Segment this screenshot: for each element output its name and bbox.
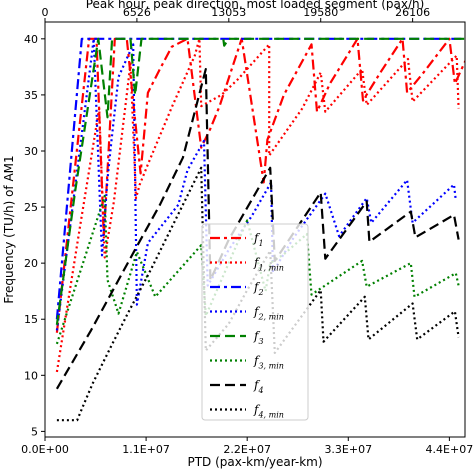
legend-label: f2, min [253,305,284,322]
y-tick-label: 5 [31,425,38,438]
series-line-5 [55,37,465,325]
legend-label: f3, min [253,354,284,371]
plot-frame [44,21,466,438]
top-axis-title: Peak hour, peak direction, most loaded s… [86,0,425,11]
legend: f1 f1, min f2 f2, min f3 f3, min f4 f4, min [201,223,309,421]
x-tick-label: 4.4E+07 [426,443,474,456]
legend-box [201,223,309,421]
y-axis-title: Frequency (TU/h) of AM1 [2,155,16,303]
top-tick-label: 26106 [395,6,430,19]
top-tick-label: 6526 [123,6,151,19]
y-tick-label: 20 [24,257,38,270]
x-tick-label: 1.1E+07 [122,443,170,456]
series-line-2 [55,37,460,373]
top-tick-label: 13053 [211,6,246,19]
x-tick-label: 2.2E+07 [223,443,271,456]
series-line-7 [55,67,460,390]
series-line-6 [55,194,460,345]
legend-label: f4 [253,378,264,395]
series-layer [55,37,465,422]
y-tick-label: 15 [24,313,38,326]
top-tick-label: 19580 [303,6,338,19]
legend-label: f2 [253,280,264,297]
legend-label: f1 [253,231,264,248]
axes-layer: 0.0E+00 1.1E+07 2.2E+07 3.3E+07 4.4E+07 0 6526… [21,6,473,456]
y-tick-label: 40 [24,33,38,46]
x-axis-title: PTD (pax-km/year-km) [187,455,322,469]
legend-label: f1, min [253,256,284,273]
series-line-3 [55,37,465,320]
y-tick-label: 10 [24,369,38,382]
top-tick-label: 0 [42,6,49,19]
y-tick-label: 25 [24,201,38,214]
x-tick-label: 3.3E+07 [324,443,372,456]
series-line-8 [56,166,460,422]
y-tick-label: 30 [24,145,38,158]
y-tick-label: 35 [24,89,38,102]
legend-label: f3 [253,329,264,346]
legend-label: f4, min [253,403,284,420]
x-tick-label: 0.0E+00 [21,443,69,456]
series-line-1 [55,37,465,333]
